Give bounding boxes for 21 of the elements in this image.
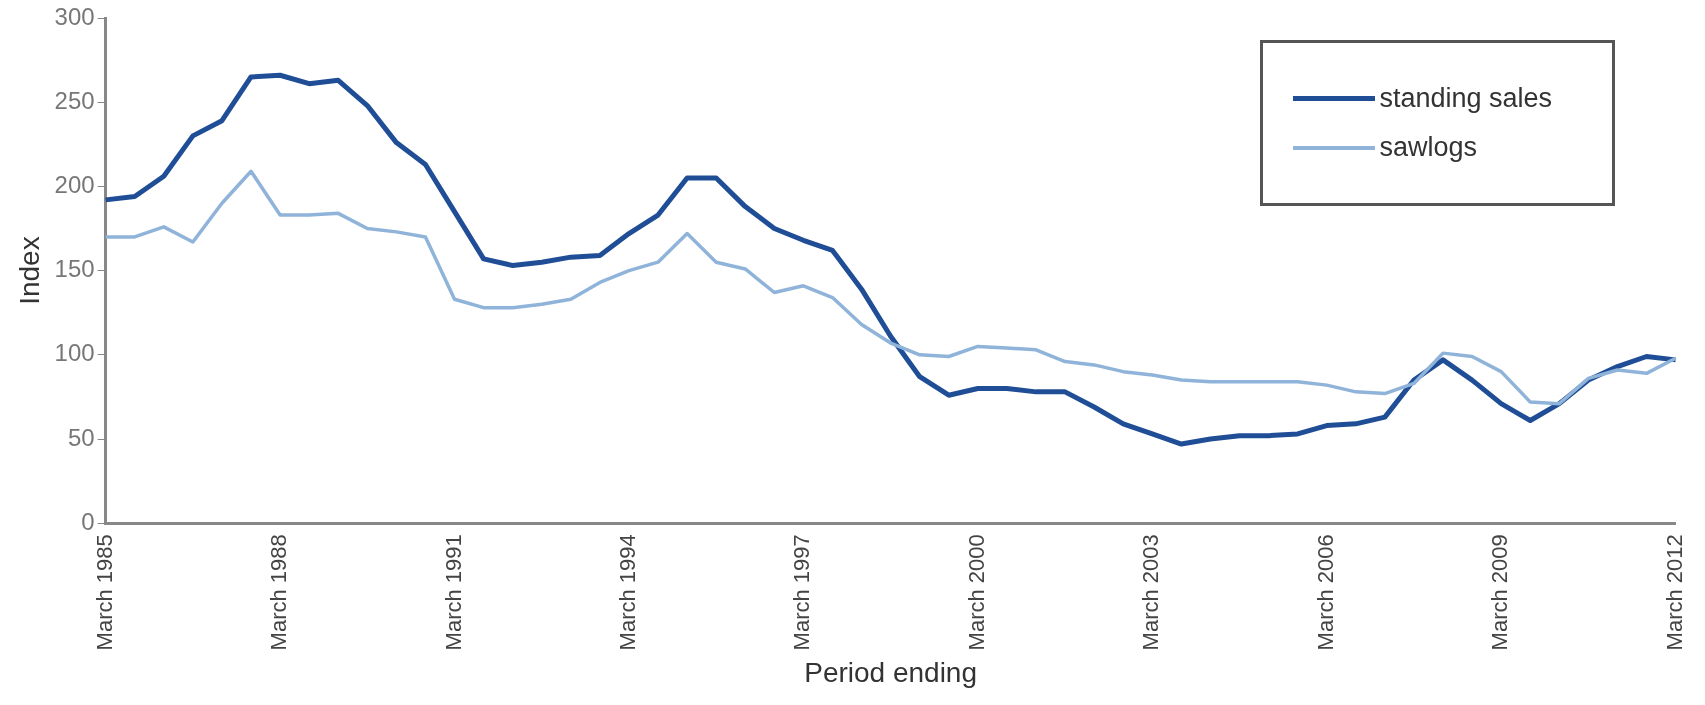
y-tick-label: 250 [54,86,95,114]
y-tick-label: 0 [81,507,95,535]
x-tick-label: March 2009 [1487,534,1513,651]
x-tick-label: March 1985 [91,534,117,651]
y-tick-label: 300 [54,2,95,30]
x-tick-label: March 2006 [1312,534,1338,651]
y-tick-label: 100 [54,339,95,367]
x-tick-label: March 1997 [789,534,815,651]
legend-label: sawlogs [1379,132,1477,163]
x-tick-label: March 1988 [266,534,292,651]
x-tick-label: March 1994 [615,534,641,651]
legend-label: standing sales [1379,83,1552,114]
y-tick-label: 50 [67,423,95,451]
x-tick-label: March 2000 [963,534,989,651]
x-tick-label: March 2003 [1138,534,1164,651]
y-axis-title: Index [13,236,45,305]
x-axis-title: Period ending [804,656,978,688]
x-tick-label: March 1991 [440,534,466,651]
y-tick-label: 200 [54,171,95,199]
x-tick-label: March 2012 [1661,534,1687,651]
y-tick-label: 150 [54,255,95,283]
